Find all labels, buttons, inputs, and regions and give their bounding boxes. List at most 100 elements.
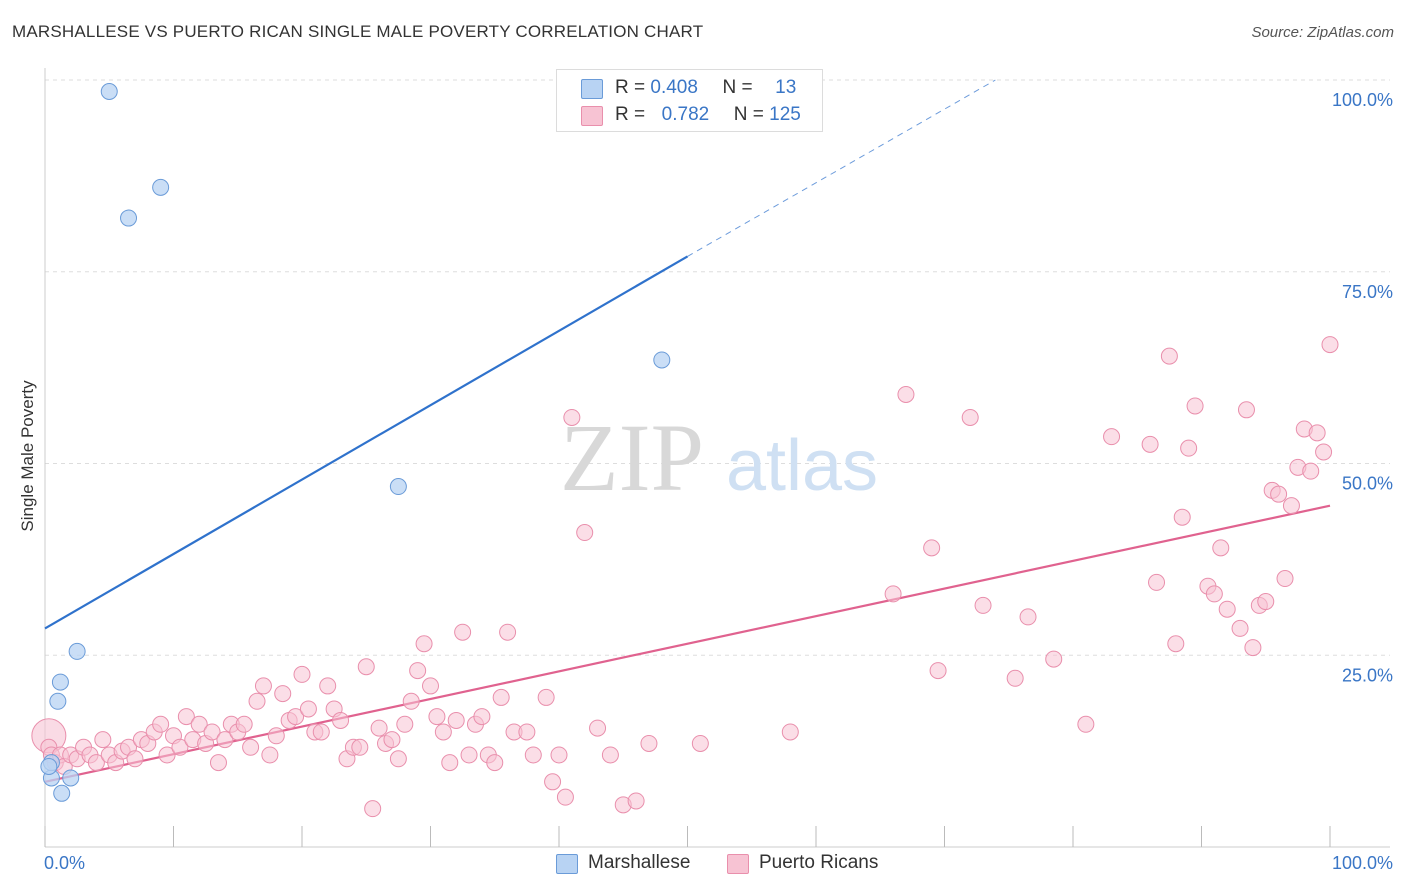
point-puerto-ricans	[1173, 508, 1191, 526]
point-puerto-ricans	[152, 715, 170, 733]
point-puerto-ricans	[158, 746, 176, 764]
y-tick-label: 25.0%	[1342, 665, 1393, 685]
point-puerto-ricans	[396, 715, 414, 733]
legend-swatch-puerto-ricans	[581, 106, 603, 126]
point-puerto-ricans	[267, 727, 285, 745]
legend-text-marshallese: R = 0.408 N = 13	[615, 77, 796, 99]
point-puerto-ricans	[884, 585, 902, 603]
point-puerto-ricans	[242, 738, 260, 756]
point-puerto-ricans	[299, 700, 317, 718]
point-marshallese	[653, 351, 671, 369]
point-puerto-ricans	[589, 719, 607, 737]
point-puerto-ricans	[1186, 397, 1204, 415]
point-puerto-ricans	[499, 623, 517, 641]
point-marshallese	[53, 784, 71, 802]
y-tick-label: 100.0%	[1332, 90, 1393, 110]
legend-r-label: R =	[615, 104, 646, 125]
point-puerto-ricans	[1180, 439, 1198, 457]
legend-r-value: 0.408	[650, 77, 698, 98]
point-puerto-ricans	[447, 711, 465, 729]
point-puerto-ricans	[274, 685, 292, 703]
point-puerto-ricans	[1308, 424, 1326, 442]
point-puerto-ricans	[1321, 336, 1339, 354]
point-puerto-ricans	[1218, 600, 1236, 618]
x-tick-label: 100.0%	[1332, 853, 1393, 873]
point-marshallese	[51, 673, 69, 691]
chart-title: MARSHALLESE VS PUERTO RICAN SINGLE MALE …	[12, 22, 704, 41]
legend-text-puerto-ricans: R = 0.782 N = 125	[615, 104, 801, 126]
correlation-legend: R = 0.408 N = 13 R = 0.782 N = 125	[556, 69, 823, 132]
point-puerto-ricans	[94, 731, 112, 749]
source-label: Source: ZipAtlas.com	[1251, 24, 1394, 41]
point-puerto-ricans	[216, 731, 234, 749]
point-puerto-ricans	[1141, 435, 1159, 453]
point-puerto-ricans	[1148, 573, 1166, 591]
point-puerto-ricans	[1006, 669, 1024, 687]
point-puerto-ricans	[691, 734, 709, 752]
watermark: ZIP atlas	[560, 404, 878, 511]
point-puerto-ricans	[209, 754, 227, 772]
bottom-swatch-marshallese	[556, 854, 578, 874]
trend-lines	[44, 79, 1331, 783]
point-puerto-ricans	[319, 677, 337, 695]
point-puerto-ricans	[287, 708, 305, 726]
point-puerto-ricans	[518, 723, 536, 741]
point-puerto-ricans	[434, 723, 452, 741]
point-puerto-ricans	[923, 539, 941, 557]
point-puerto-ricans	[402, 692, 420, 710]
point-puerto-ricans	[1231, 619, 1249, 637]
point-puerto-ricans	[1237, 401, 1255, 419]
trend-line-puerto-ricans	[44, 504, 1331, 783]
point-puerto-ricans	[415, 635, 433, 653]
point-puerto-ricans	[190, 715, 208, 733]
point-marshallese	[49, 692, 67, 710]
point-puerto-ricans	[576, 524, 594, 542]
grid-lines	[45, 79, 1390, 656]
point-puerto-ricans	[781, 723, 799, 741]
point-puerto-ricans	[492, 688, 510, 706]
point-puerto-ricans	[486, 754, 504, 772]
point-puerto-ricans	[1103, 428, 1121, 446]
point-puerto-ricans	[563, 408, 581, 426]
bottom-label-marshallese: Marshallese	[588, 852, 691, 873]
point-puerto-ricans	[524, 746, 542, 764]
point-puerto-ricans	[235, 715, 253, 733]
point-puerto-ricans	[428, 708, 446, 726]
point-puerto-ricans	[454, 623, 472, 641]
point-puerto-ricans	[1276, 570, 1294, 588]
point-puerto-ricans	[1045, 650, 1063, 668]
point-marshallese	[152, 178, 170, 196]
point-puerto-ricans	[248, 692, 266, 710]
point-marshallese	[62, 769, 80, 787]
y-axis-label: Single Male Poverty	[18, 380, 37, 532]
point-puerto-ricans	[929, 662, 947, 680]
point-puerto-ricans	[544, 773, 562, 791]
point-puerto-ricans	[1160, 347, 1178, 365]
legend-n-value: 125	[769, 104, 801, 125]
series-puerto-ricans	[31, 336, 1339, 818]
bottom-swatch-puerto-ricans	[727, 854, 749, 874]
point-puerto-ricans	[1167, 635, 1185, 653]
tick-labels: 25.0% 50.0% 75.0% 100.0% 0.0% 100.0%	[44, 90, 1393, 873]
point-marshallese	[389, 478, 407, 496]
point-puerto-ricans	[473, 708, 491, 726]
point-puerto-ricans	[1270, 485, 1288, 503]
point-marshallese	[40, 757, 58, 775]
trend-line-marshallese-extension	[687, 79, 996, 257]
point-puerto-ricans	[460, 746, 478, 764]
point-puerto-ricans	[627, 792, 645, 810]
y-tick-label: 75.0%	[1342, 282, 1393, 302]
point-puerto-ricans	[357, 658, 375, 676]
point-puerto-ricans	[1212, 539, 1230, 557]
point-puerto-ricans	[261, 746, 279, 764]
point-puerto-ricans	[441, 754, 459, 772]
point-puerto-ricans	[961, 408, 979, 426]
point-puerto-ricans	[1315, 443, 1333, 461]
point-puerto-ricans	[370, 719, 388, 737]
point-puerto-ricans	[254, 677, 272, 695]
watermark-zip: ZIP	[560, 404, 704, 511]
legend-n-label: N =	[733, 104, 764, 125]
y-tick-label: 50.0%	[1342, 474, 1393, 494]
legend-swatch-marshallese	[581, 79, 603, 99]
